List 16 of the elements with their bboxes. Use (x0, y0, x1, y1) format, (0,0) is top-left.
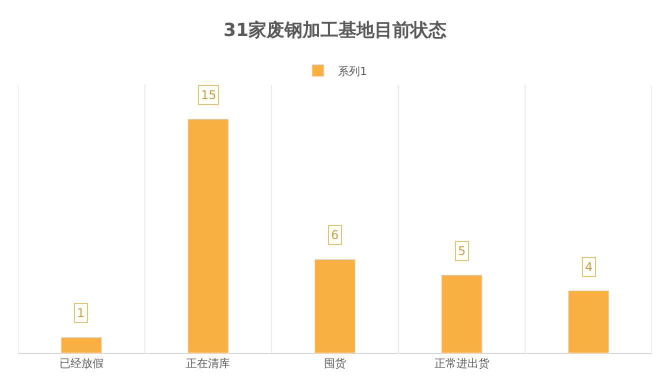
x-tick-label: 已经放假 (59, 357, 104, 370)
bar (188, 118, 229, 353)
x-tick-label: 囤货 (324, 357, 346, 370)
legend-label: 系列1 (338, 64, 367, 78)
bar (568, 290, 610, 353)
data-label: 6 (331, 228, 339, 242)
bar (60, 337, 102, 353)
data-label: 5 (458, 244, 466, 258)
data-label: 4 (585, 260, 593, 274)
bar (441, 274, 482, 353)
chart-title: 31家废钢加工基地目前状态 (223, 20, 447, 41)
data-label: 15 (201, 88, 216, 102)
bar (314, 259, 356, 353)
x-tick-label: 正常进出货 (434, 357, 490, 370)
data-label: 1 (77, 306, 85, 320)
x-tick-label: 正在清库 (186, 357, 230, 370)
